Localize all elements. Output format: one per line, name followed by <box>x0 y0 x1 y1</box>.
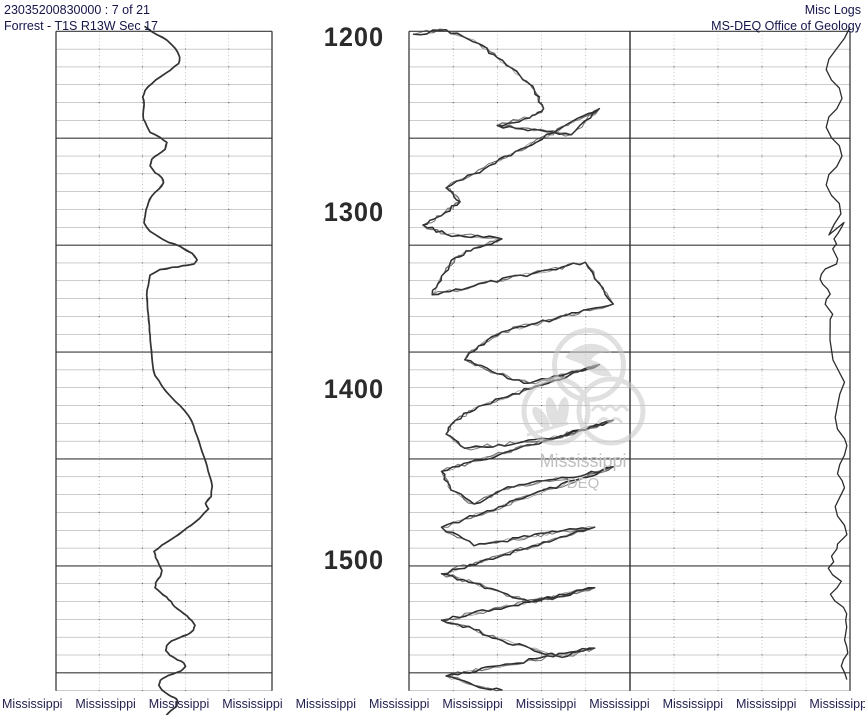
svg-text:Mississippi: Mississippi <box>736 697 796 711</box>
svg-text:Mississippi: Mississippi <box>296 697 356 711</box>
svg-text:Mississippi: Mississippi <box>222 697 282 711</box>
svg-text:Mississippi: Mississippi <box>369 697 429 711</box>
svg-text:Mississippi: Mississippi <box>149 697 209 711</box>
svg-text:Mississippi: Mississippi <box>442 697 502 711</box>
svg-text:1200: 1200 <box>324 21 384 52</box>
svg-text:Mississippi: Mississippi <box>539 451 626 471</box>
svg-text:Mississippi: Mississippi <box>589 697 649 711</box>
svg-text:Mississippi: Mississippi <box>516 697 576 711</box>
svg-text:Mississippi: Mississippi <box>663 697 723 711</box>
svg-text:DEQ: DEQ <box>567 475 600 492</box>
svg-text:Mississippi: Mississippi <box>2 697 62 711</box>
svg-text:1500: 1500 <box>324 544 384 575</box>
svg-text:Mississippi: Mississippi <box>809 697 865 711</box>
svg-text:1400: 1400 <box>324 373 384 404</box>
svg-text:Mississippi: Mississippi <box>75 697 135 711</box>
svg-text:1300: 1300 <box>324 196 384 227</box>
